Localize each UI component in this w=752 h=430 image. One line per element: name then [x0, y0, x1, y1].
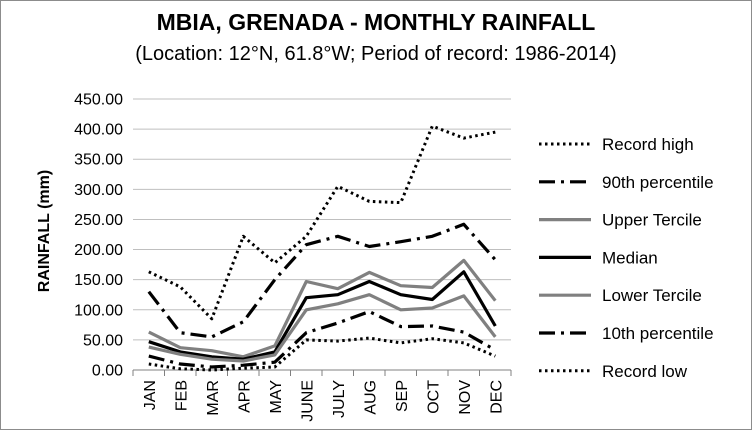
y-axis-title: RAINFALL (mm) — [36, 170, 53, 292]
y-tick-label: 400.00 — [74, 122, 123, 139]
series-line-10th-percentile — [148, 310, 497, 369]
x-tick-label: MAY — [268, 380, 285, 414]
legend-label-90th-percentile: 90th percentile — [602, 173, 714, 192]
series-line-lower-tercile — [148, 293, 497, 363]
series-line-record-high — [148, 124, 496, 321]
y-tick-label: 450.00 — [74, 92, 123, 109]
series-line-median — [148, 270, 497, 361]
y-tick-label: 150.00 — [74, 272, 123, 289]
y-tick-label: 100.00 — [74, 302, 123, 319]
y-tick-label: 250.00 — [74, 212, 123, 229]
gridlines — [133, 98, 511, 341]
legend-label-10th-percentile: 10th percentile — [602, 324, 714, 343]
series-lines — [147, 124, 497, 372]
x-tick-label: OCT — [425, 380, 442, 414]
x-tick-label: APR — [236, 380, 253, 413]
y-tick-label: 200.00 — [74, 242, 123, 259]
x-tick-label: SEP — [394, 380, 411, 412]
series-line-upper-tercile — [148, 258, 497, 359]
y-tick-label: 50.00 — [83, 332, 123, 349]
series-line-record-low — [148, 336, 496, 372]
y-tick-label: 350.00 — [74, 152, 123, 169]
axes: 0.00 50.00 100.00 150.00 200.00 250.00 300.00 3… — [74, 92, 512, 422]
legend-label-upper-tercile: Upper Tercile — [602, 211, 702, 230]
x-tick-label: NOV — [457, 380, 474, 415]
legend: Record high 90th percentile Upper Tercile M… — [539, 135, 714, 381]
x-tick-label: MAR — [205, 380, 222, 416]
legend-label-lower-tercile: Lower Tercile — [602, 286, 702, 305]
chart-subtitle: (Location: 12°N, 61.8°W; Period of recor… — [135, 43, 617, 65]
x-tick-label: JAN — [142, 380, 159, 410]
x-tick-label: FEB — [173, 380, 190, 411]
y-tick-label: 0.00 — [92, 363, 123, 380]
chart-title: MBIA, GRENADA - MONTHLY RAINFALL — [156, 9, 596, 35]
legend-label-median: Median — [602, 248, 658, 267]
x-tick-label: JUNE — [299, 380, 316, 422]
y-tick-label: 300.00 — [74, 182, 123, 199]
legend-label-record-low: Record low — [602, 362, 688, 381]
x-tick-label: JULY — [331, 380, 348, 418]
x-tick-label: DEC — [488, 380, 505, 414]
legend-label-record-high: Record high — [602, 135, 694, 154]
series-line-90th-percentile — [147, 222, 497, 339]
x-tick-label: AUG — [362, 380, 379, 415]
